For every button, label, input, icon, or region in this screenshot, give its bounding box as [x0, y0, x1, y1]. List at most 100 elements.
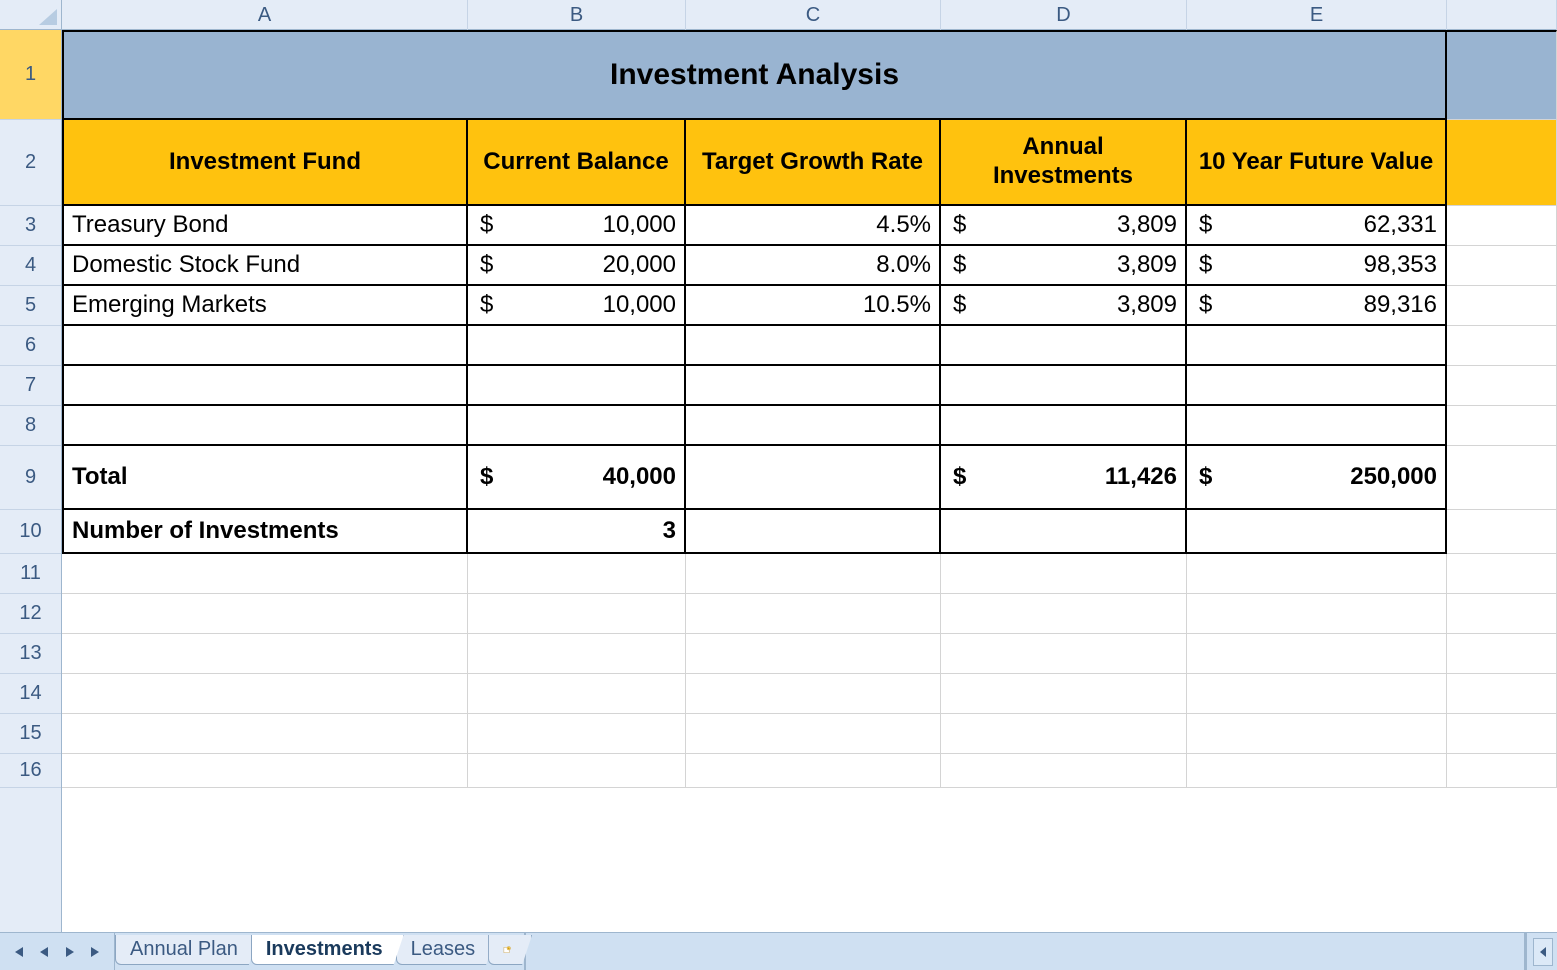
row-header-15[interactable]: 15 — [0, 714, 61, 754]
cell-empty[interactable] — [941, 554, 1187, 594]
cell-empty[interactable] — [1447, 206, 1557, 246]
cell-empty[interactable] — [1447, 366, 1557, 406]
cell-empty[interactable] — [686, 554, 941, 594]
row-header-2[interactable]: 2 — [0, 120, 61, 206]
cell-empty[interactable] — [686, 634, 941, 674]
tab-nav-next[interactable] — [58, 938, 82, 966]
cell-currency[interactable]: $3,809 — [941, 206, 1187, 246]
column-header-cell[interactable]: Investment Fund — [62, 120, 468, 206]
cell-empty[interactable] — [1187, 366, 1447, 406]
cell-empty[interactable] — [941, 674, 1187, 714]
sheet-tab-annual-plan[interactable]: Annual Plan — [115, 935, 259, 965]
cell-currency[interactable]: $98,353 — [1187, 246, 1447, 286]
column-header-c[interactable]: C — [686, 0, 941, 30]
cell-empty[interactable] — [686, 714, 941, 754]
cell-empty[interactable] — [468, 634, 686, 674]
cell-empty[interactable] — [62, 714, 468, 754]
cell-empty[interactable] — [1187, 594, 1447, 634]
sheet-tab-leases[interactable]: Leases — [396, 935, 497, 965]
cell-empty[interactable] — [1447, 714, 1557, 754]
cell-empty[interactable] — [1187, 326, 1447, 366]
column-header-cell[interactable]: 10 Year Future Value — [1187, 120, 1447, 206]
cell-empty[interactable] — [1447, 554, 1557, 594]
cell-empty[interactable] — [1447, 510, 1557, 554]
cell-empty[interactable] — [941, 634, 1187, 674]
cell-empty[interactable] — [62, 674, 468, 714]
column-header-extra[interactable] — [1447, 0, 1557, 30]
column-header-cell[interactable]: Target Growth Rate — [686, 120, 941, 206]
column-header-a[interactable]: A — [62, 0, 468, 30]
cell-empty[interactable] — [62, 634, 468, 674]
row-header-16[interactable]: 16 — [0, 754, 61, 788]
cell-empty[interactable] — [468, 406, 686, 446]
tab-nav-first[interactable] — [6, 938, 30, 966]
cell-empty[interactable] — [1447, 406, 1557, 446]
row-header-9[interactable]: 9 — [0, 446, 61, 510]
column-header-d[interactable]: D — [941, 0, 1187, 30]
cell-empty[interactable] — [686, 446, 941, 510]
cell-empty[interactable] — [468, 594, 686, 634]
tab-nav-prev[interactable] — [32, 938, 56, 966]
cell-empty[interactable] — [686, 406, 941, 446]
cell-rate[interactable]: 8.0% — [686, 246, 941, 286]
cell-currency[interactable]: $11,426 — [941, 446, 1187, 510]
hscroll-left-button[interactable] — [1533, 938, 1553, 966]
cell-empty[interactable] — [686, 326, 941, 366]
cell-fund-name[interactable]: Domestic Stock Fund — [62, 246, 468, 286]
cell-currency[interactable]: $40,000 — [468, 446, 686, 510]
tab-scroll-divider[interactable] — [1524, 933, 1527, 970]
column-header-b[interactable]: B — [468, 0, 686, 30]
cell-empty[interactable] — [62, 326, 468, 366]
row-header-1[interactable]: 1 — [0, 30, 61, 120]
cell-empty[interactable] — [686, 754, 941, 788]
column-header-cell[interactable]: Annual Investments — [941, 120, 1187, 206]
cell-fund-name[interactable]: Emerging Markets — [62, 286, 468, 326]
cell-empty[interactable] — [1187, 554, 1447, 594]
cell-empty[interactable] — [468, 554, 686, 594]
cell-empty[interactable] — [62, 554, 468, 594]
cell-empty[interactable] — [1447, 286, 1557, 326]
cell-empty[interactable] — [941, 754, 1187, 788]
cell-currency[interactable]: $20,000 — [468, 246, 686, 286]
cell-currency[interactable]: $89,316 — [1187, 286, 1447, 326]
cell-empty[interactable] — [468, 754, 686, 788]
row-header-11[interactable]: 11 — [0, 554, 61, 594]
cell-empty[interactable] — [1447, 594, 1557, 634]
cell-empty[interactable] — [468, 326, 686, 366]
title-cell[interactable]: Investment Analysis — [62, 30, 1447, 120]
row-header-7[interactable]: 7 — [0, 366, 61, 406]
cell-empty[interactable] — [941, 366, 1187, 406]
row-header-8[interactable]: 8 — [0, 406, 61, 446]
cell-empty[interactable] — [1447, 446, 1557, 510]
cell-empty[interactable] — [1447, 674, 1557, 714]
row-header-4[interactable]: 4 — [0, 246, 61, 286]
cell-rate[interactable]: 4.5% — [686, 206, 941, 246]
row-header-14[interactable]: 14 — [0, 674, 61, 714]
cell-empty[interactable] — [941, 326, 1187, 366]
cell-empty[interactable] — [468, 674, 686, 714]
row-header-12[interactable]: 12 — [0, 594, 61, 634]
cell-grid[interactable]: Investment AnalysisInvestment FundCurren… — [62, 30, 1557, 932]
row-header-6[interactable]: 6 — [0, 326, 61, 366]
cell-currency[interactable]: $3,809 — [941, 246, 1187, 286]
cell-empty[interactable] — [1447, 634, 1557, 674]
cell-empty[interactable] — [1187, 674, 1447, 714]
cell-empty[interactable] — [1187, 754, 1447, 788]
cell-empty[interactable] — [1187, 714, 1447, 754]
cell-empty[interactable] — [941, 594, 1187, 634]
cell-currency[interactable]: $10,000 — [468, 286, 686, 326]
cell-empty[interactable] — [1187, 406, 1447, 446]
row-header-3[interactable]: 3 — [0, 206, 61, 246]
cell-empty[interactable] — [62, 366, 468, 406]
cell-empty[interactable] — [686, 674, 941, 714]
cell-count-label[interactable]: Number of Investments — [62, 510, 468, 554]
cell-empty[interactable] — [941, 406, 1187, 446]
cell-empty[interactable] — [1447, 326, 1557, 366]
cell-empty[interactable] — [468, 714, 686, 754]
cell-empty[interactable] — [1447, 246, 1557, 286]
cell-currency[interactable]: $62,331 — [1187, 206, 1447, 246]
cell-empty[interactable] — [468, 366, 686, 406]
cell-empty[interactable] — [1187, 634, 1447, 674]
cell-currency[interactable]: $250,000 — [1187, 446, 1447, 510]
cell-empty[interactable] — [1447, 30, 1557, 120]
